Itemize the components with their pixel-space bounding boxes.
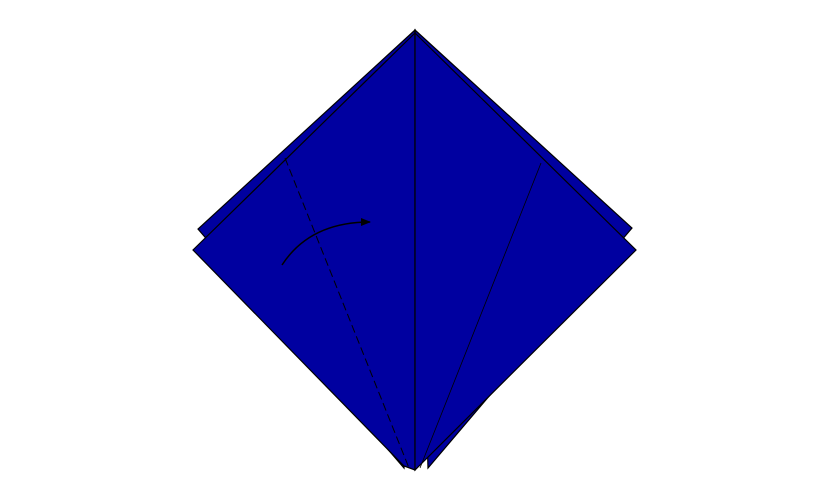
front-left-flap <box>192 31 416 471</box>
valley-fold-line <box>284 157 410 469</box>
crease-line <box>419 162 542 469</box>
front-right-flap <box>414 31 637 472</box>
fold-arrow <box>281 218 371 266</box>
